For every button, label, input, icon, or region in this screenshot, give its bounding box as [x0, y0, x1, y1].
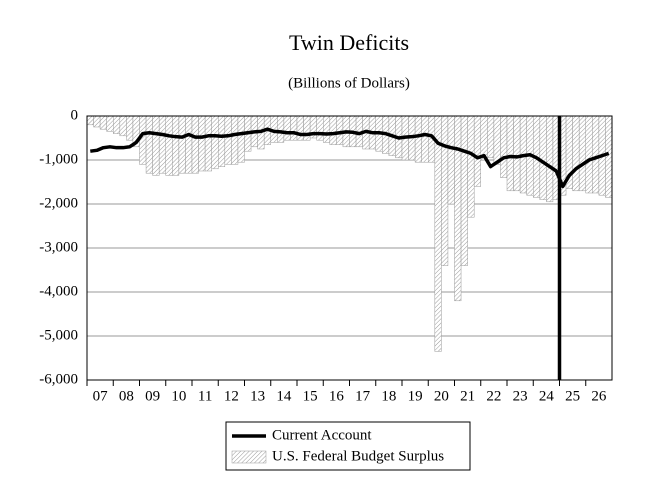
bar	[139, 115, 147, 165]
legend-swatch	[231, 450, 267, 464]
bar	[421, 115, 429, 163]
y-tick-label: -5,000	[39, 327, 78, 343]
x-tick-label: 24	[539, 388, 555, 404]
chart-subtitle: (Billions of Dollars)	[288, 75, 410, 91]
bar	[460, 115, 468, 266]
x-tick-label: 14	[276, 388, 292, 404]
bar	[218, 115, 226, 167]
bar	[145, 115, 153, 174]
bar	[296, 115, 304, 141]
bar	[329, 115, 337, 145]
bar	[198, 115, 206, 172]
bar	[172, 115, 180, 176]
x-tick-label: 16	[329, 388, 345, 404]
x-tick-label: 08	[119, 388, 134, 404]
legend-label: Current Account	[272, 427, 372, 443]
y-tick-label: -2,000	[39, 195, 78, 211]
bar	[165, 115, 173, 176]
bar	[493, 115, 501, 165]
y-tick-label: -3,000	[39, 239, 78, 255]
x-tick-label: 25	[565, 388, 580, 404]
y-tick-label: -4,000	[39, 283, 78, 299]
bar	[585, 115, 593, 194]
bar	[414, 115, 422, 163]
line-series	[90, 127, 610, 189]
x-tick-label: 23	[513, 388, 528, 404]
bar	[454, 115, 462, 302]
bar	[441, 115, 449, 266]
bar	[323, 115, 331, 143]
bar	[158, 115, 166, 174]
bar	[303, 115, 311, 141]
bar	[513, 115, 521, 192]
x-tick-label: 10	[171, 388, 186, 404]
bar	[506, 115, 514, 192]
x-tick-label: 13	[250, 388, 265, 404]
x-tick-label: 19	[408, 388, 423, 404]
bar	[605, 115, 613, 198]
chart-title: Twin Deficits	[289, 30, 409, 55]
bar	[277, 115, 285, 143]
x-tick-label: 15	[303, 388, 318, 404]
x-tick-label: 12	[224, 388, 239, 404]
bar	[434, 115, 442, 352]
x-tick-label: 11	[198, 388, 212, 404]
x-tick-label: 21	[460, 388, 475, 404]
bar	[487, 115, 495, 159]
y-tick-label: -6,000	[39, 371, 78, 387]
bar	[204, 115, 212, 172]
bar	[578, 115, 586, 192]
bar	[290, 115, 298, 141]
bar	[106, 115, 114, 132]
bar	[572, 115, 580, 192]
x-tick-label: 22	[486, 388, 501, 404]
bar	[480, 115, 488, 161]
bar	[467, 115, 475, 218]
bar	[473, 115, 481, 187]
x-tick-label: 26	[591, 388, 607, 404]
bar	[185, 115, 193, 174]
x-tick-label: 18	[381, 388, 396, 404]
x-tick-label: 09	[145, 388, 160, 404]
bar	[283, 115, 291, 141]
bar	[231, 115, 239, 165]
bar	[99, 115, 107, 130]
bar	[316, 115, 324, 141]
legend-label: U.S. Federal Budget Surplus	[272, 448, 444, 464]
bar	[191, 115, 199, 174]
bar	[86, 115, 94, 126]
bar	[113, 115, 121, 134]
bar	[152, 115, 160, 176]
bar	[93, 115, 101, 128]
bar	[592, 115, 600, 194]
bar	[126, 115, 134, 141]
bar	[546, 115, 554, 203]
y-tick-label: -1,000	[39, 151, 78, 167]
bar	[447, 115, 455, 205]
bar	[336, 115, 344, 145]
bar	[119, 115, 127, 137]
bar	[500, 115, 508, 178]
y-tick-label: 0	[71, 107, 79, 123]
bar	[539, 115, 547, 200]
bar	[224, 115, 232, 165]
x-tick-label: 20	[434, 388, 449, 404]
bar	[237, 115, 245, 163]
bar	[178, 115, 186, 174]
x-tick-label: 17	[355, 388, 371, 404]
bar	[211, 115, 219, 170]
x-tick-label: 07	[93, 388, 109, 404]
legend-box	[225, 421, 471, 471]
